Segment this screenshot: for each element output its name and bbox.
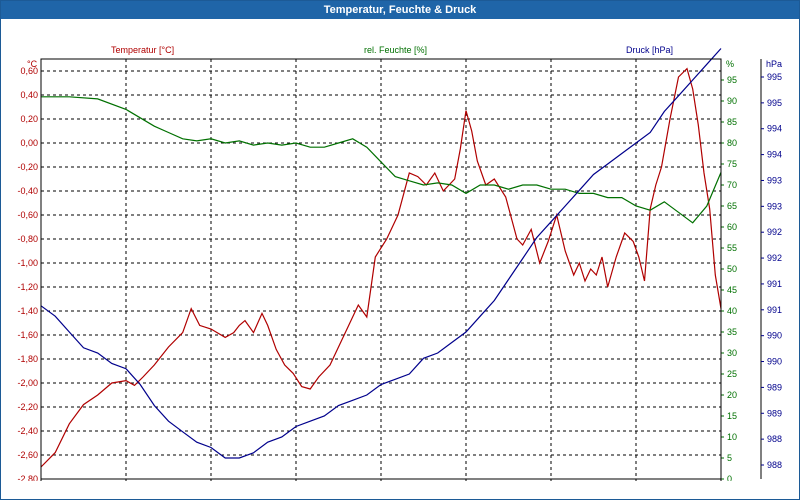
temp-tick-label: 0,00 <box>20 138 38 148</box>
press-tick-label: 990 <box>767 331 782 341</box>
temp-tick-label: -2,40 <box>17 426 38 436</box>
hum-tick-label: 35 <box>727 327 737 337</box>
hum-tick-label: 60 <box>727 222 737 232</box>
series-line-hum <box>41 96 722 224</box>
hum-tick-label: 75 <box>727 159 737 169</box>
hum-tick-label: 10 <box>727 432 737 442</box>
temp-tick-label: 0,40 <box>20 90 38 100</box>
hum-tick-label: 55 <box>727 243 737 253</box>
hum-tick-label: 25 <box>727 369 737 379</box>
temp-tick-label: 0,60 <box>20 66 38 76</box>
hum-tick-label: 80 <box>727 138 737 148</box>
temp-tick-label: -0,20 <box>17 162 38 172</box>
press-tick-label: 988 <box>767 434 782 444</box>
series-line-press <box>40 48 722 459</box>
hum-tick-label: 5 <box>727 453 732 463</box>
series-line-temp <box>40 67 722 468</box>
temp-tick-label: -1,00 <box>17 258 38 268</box>
press-tick-label: 993 <box>767 175 782 185</box>
chart-grid <box>41 59 721 480</box>
temp-tick-label: -1,60 <box>17 330 38 340</box>
legend-temperature: Temperatur [°C] <box>111 45 174 55</box>
hum-tick-label: 70 <box>727 180 737 190</box>
hum-tick-label: 30 <box>727 348 737 358</box>
chart-series <box>40 48 722 468</box>
temp-tick-label: -1,80 <box>17 354 38 364</box>
hum-tick-label: 95 <box>727 75 737 85</box>
window-title: Temperatur, Feuchte & Druck <box>1 1 799 19</box>
temp-tick-label: -2,20 <box>17 402 38 412</box>
temp-tick-label: -2,00 <box>17 378 38 388</box>
axis-ticks: 00:0023.01.1903:0023.01.1906:0023.01.190… <box>17 59 782 481</box>
hum-tick-label: 40 <box>727 306 737 316</box>
temp-axis-unit: °C <box>27 59 38 69</box>
press-tick-label: 995 <box>767 72 782 82</box>
temp-tick-label: -2,80 <box>17 474 38 481</box>
press-tick-label: 990 <box>767 357 782 367</box>
hum-tick-label: 20 <box>727 390 737 400</box>
plot-frame <box>40 58 722 480</box>
hum-tick-label: 85 <box>727 117 737 127</box>
legend-humidity: rel. Feuchte [%] <box>364 45 427 55</box>
temp-tick-label: -0,80 <box>17 234 38 244</box>
press-axis-unit: hPa <box>766 59 782 69</box>
hum-tick-label: 0 <box>727 474 732 481</box>
hum-tick-label: 90 <box>727 96 737 106</box>
hum-axis-unit: % <box>726 59 734 69</box>
hum-tick-label: 65 <box>727 201 737 211</box>
chart-canvas: °C % hPa Temperatur [°C] rel. Feuchte [%… <box>17 45 782 481</box>
press-tick-label: 991 <box>767 305 782 315</box>
press-tick-label: 991 <box>767 279 782 289</box>
temp-tick-label: -1,20 <box>17 282 38 292</box>
press-tick-label: 992 <box>767 227 782 237</box>
temp-tick-label: -2,60 <box>17 450 38 460</box>
press-tick-label: 994 <box>767 150 782 160</box>
press-tick-label: 995 <box>767 98 782 108</box>
temp-tick-label: -0,40 <box>17 186 38 196</box>
temp-tick-label: -0,60 <box>17 210 38 220</box>
press-tick-label: 988 <box>767 460 782 470</box>
press-tick-label: 994 <box>767 124 782 134</box>
temp-tick-label: -1,40 <box>17 306 38 316</box>
press-tick-label: 989 <box>767 382 782 392</box>
legend-pressure: Druck [hPa] <box>626 45 673 55</box>
temp-tick-label: 0,20 <box>20 114 38 124</box>
hum-tick-label: 15 <box>727 411 737 421</box>
hum-tick-label: 45 <box>727 285 737 295</box>
press-tick-label: 993 <box>767 201 782 211</box>
press-tick-label: 992 <box>767 253 782 263</box>
hum-tick-label: 50 <box>727 264 737 274</box>
press-tick-label: 989 <box>767 408 782 418</box>
